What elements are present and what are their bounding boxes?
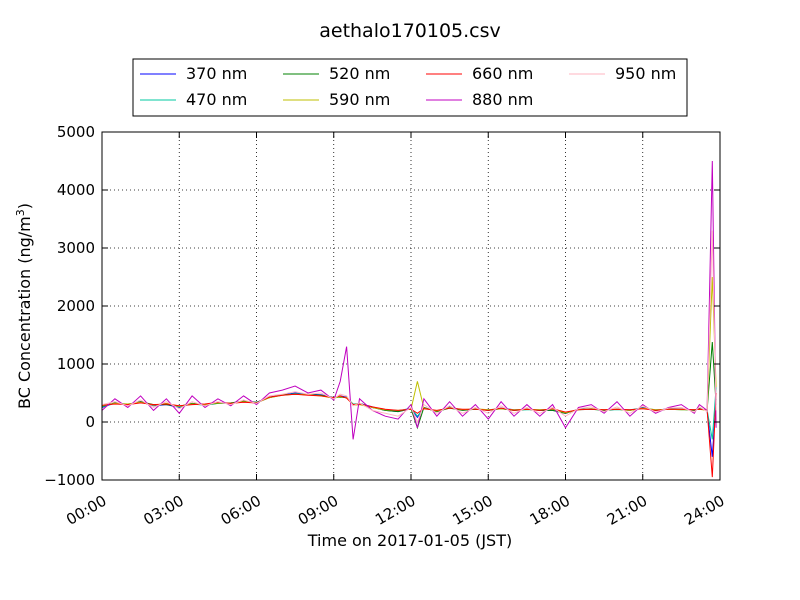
y-tick-label: 2000 (57, 297, 95, 315)
series-line (101, 230, 717, 424)
legend-box (132, 58, 688, 117)
chart-title: aethalo170105.csv (319, 20, 501, 42)
x-tick-label: 24:00 (681, 492, 727, 529)
x-tick-label: 15:00 (449, 492, 495, 529)
y-tick-label: 0 (85, 413, 95, 431)
legend-label: 950 nm (615, 64, 676, 83)
legend-label: 520 nm (329, 64, 390, 83)
series-lines (101, 160, 717, 478)
series-line (101, 341, 717, 430)
legend-label: 370 nm (186, 64, 247, 83)
x-tick-label: 21:00 (604, 492, 650, 529)
y-tick-labels: −1000 0 1000 2000 3000 4000 5000 (44, 123, 95, 489)
x-tick-labels: 00:00 03:00 06:00 09:00 12:00 15:00 18:00 21:00… (63, 492, 727, 529)
y-axis-label-superscript: 3 (14, 209, 27, 216)
axis-ticks (101, 131, 721, 481)
y-axis-label-tail: ) (15, 203, 34, 209)
series-line (101, 392, 717, 478)
series-line (101, 276, 717, 414)
series-line (101, 387, 717, 440)
x-axis-label: Time on 2017-01-05 (JST) (307, 531, 512, 550)
x-tick-label: 09:00 (295, 492, 341, 529)
y-tick-label: 3000 (57, 239, 95, 257)
legend-label: 470 nm (186, 90, 247, 109)
y-tick-label: −1000 (44, 471, 95, 489)
y-tick-label: 1000 (57, 355, 95, 373)
legend-label: 880 nm (472, 90, 533, 109)
legend: 370 nm 470 nm 520 nm 590 nm 660 nm 880 nm 950 … (132, 58, 688, 117)
x-tick-label: 12:00 (372, 492, 418, 529)
y-axis-label-main: BC Concentration (ng/m (15, 216, 34, 409)
y-tick-label: 5000 (57, 123, 95, 141)
grid (102, 132, 720, 480)
series-line (101, 160, 717, 440)
y-tick-label: 4000 (57, 181, 95, 199)
x-tick-label: 18:00 (527, 492, 573, 529)
x-tick-label: 03:00 (140, 492, 186, 529)
x-tick-label: 00:00 (63, 492, 109, 529)
y-axis-label: BC Concentration (ng/m3) (14, 203, 34, 409)
legend-label: 590 nm (329, 90, 390, 109)
x-tick-label: 06:00 (218, 492, 264, 529)
legend-label: 660 nm (472, 64, 533, 83)
